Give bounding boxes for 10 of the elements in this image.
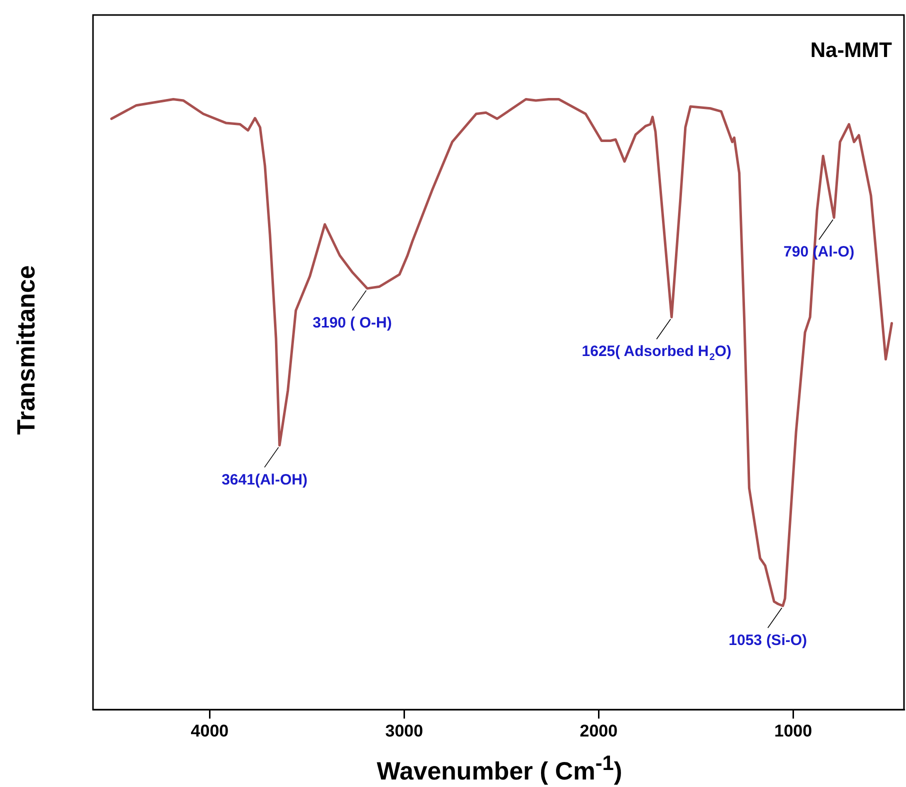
x-tick-label: 2000: [580, 721, 618, 740]
x-tick-label: 3000: [385, 721, 424, 740]
annotation: 3190 ( O-H): [312, 314, 392, 332]
y-axis-title: Transmittance: [12, 265, 42, 435]
x-axis-title: Wavenumber ( Cm$^{-1}$): [376, 752, 624, 786]
annotation: 1053 (Si-O): [728, 632, 808, 649]
annotation: 3641(Al-OH): [222, 471, 308, 488]
x-tick-label: 1000: [774, 721, 812, 740]
chart-title: Na-MMT: [810, 39, 892, 62]
x-tick-label: 4000: [190, 721, 229, 740]
